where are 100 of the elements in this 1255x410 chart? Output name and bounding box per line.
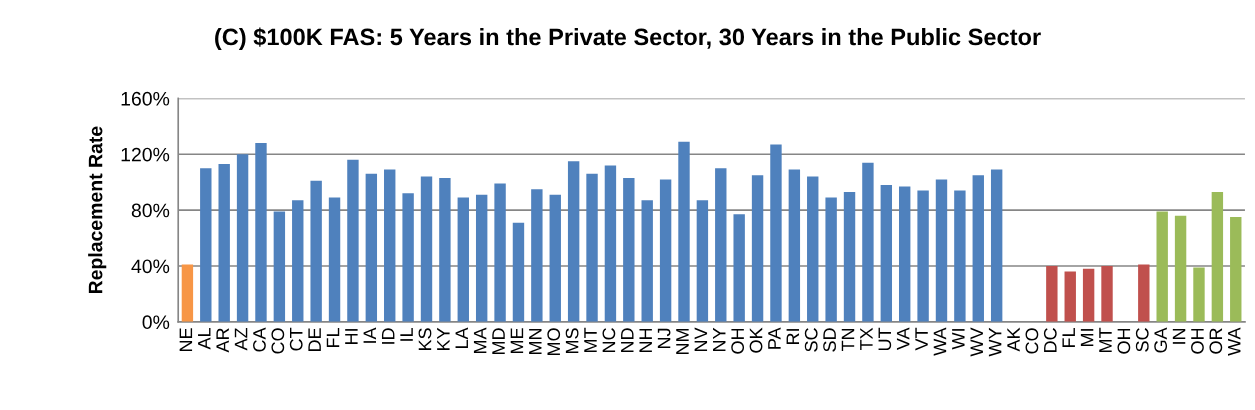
bar xyxy=(218,164,230,322)
x-tick-label: OK xyxy=(749,327,763,353)
x-tick-label: WY xyxy=(988,327,1002,357)
x-tick-label: NV xyxy=(694,327,708,352)
x-tick-label: OH xyxy=(1191,328,1204,354)
bar xyxy=(200,168,212,322)
x-tick-label: AL xyxy=(198,328,211,350)
x-tick-label: CA xyxy=(253,327,266,352)
y-tick-label: 80% xyxy=(131,203,170,218)
bar xyxy=(512,222,525,322)
x-tick-label: NC xyxy=(602,328,616,352)
bar xyxy=(1156,211,1168,322)
x-tick-label: MN xyxy=(529,328,542,354)
bar xyxy=(678,141,690,322)
x-tick-label: AZ xyxy=(234,327,248,351)
bar xyxy=(788,169,801,322)
bar xyxy=(384,169,396,322)
x-tick-label: VA xyxy=(896,327,910,351)
bar xyxy=(770,144,782,322)
bar xyxy=(807,176,819,322)
bar xyxy=(715,168,727,322)
bar xyxy=(457,197,469,322)
x-tick-label: MD xyxy=(492,328,505,354)
bar xyxy=(586,173,598,322)
bar xyxy=(1230,217,1242,322)
bar xyxy=(954,190,966,322)
bar xyxy=(641,200,653,322)
bar xyxy=(255,143,267,322)
x-tick-label: SC xyxy=(1135,328,1149,352)
x-tick-label: NY xyxy=(713,327,726,352)
x-tick-label: ME xyxy=(510,328,524,354)
bar xyxy=(990,169,1003,322)
bar xyxy=(531,189,543,322)
bar xyxy=(604,165,617,322)
x-tick-label: IL xyxy=(400,328,413,341)
bar xyxy=(751,175,764,322)
bar xyxy=(1101,265,1113,322)
x-tick-label: WI xyxy=(952,329,965,350)
x-tick-label: CO xyxy=(271,328,285,354)
x-tick-label: AK xyxy=(1007,327,1020,352)
bar xyxy=(1211,191,1224,322)
bar xyxy=(1174,215,1187,322)
x-tick-label: IA xyxy=(363,327,376,343)
x-tick-label: SC xyxy=(804,328,818,352)
bar xyxy=(862,162,874,322)
x-tick-label: GA xyxy=(1154,327,1168,353)
x-tick-label: DE xyxy=(308,328,321,352)
x-tick-label: MA xyxy=(473,327,487,354)
x-tick-label: MS xyxy=(565,328,579,354)
y-tick-label: 160% xyxy=(121,91,170,106)
x-tick-label: NJ xyxy=(657,328,671,348)
bar xyxy=(475,194,488,322)
x-tick-label: LA xyxy=(455,327,468,349)
bar xyxy=(402,193,414,322)
bar xyxy=(696,200,709,322)
x-tick-label: OH xyxy=(731,328,745,354)
y-tick-label: 0% xyxy=(142,315,170,330)
x-tick-label: TX xyxy=(860,327,873,351)
x-tick-label: OR xyxy=(1209,328,1223,354)
x-tick-label: KS xyxy=(418,328,432,351)
x-tick-label: DC xyxy=(1043,328,1057,352)
bar xyxy=(365,173,378,322)
bar xyxy=(880,184,893,322)
bar xyxy=(899,186,911,322)
x-tick-label: NM xyxy=(676,328,689,354)
x-tick-label: MO xyxy=(547,328,561,356)
y-tick-label: 120% xyxy=(121,147,170,162)
bar xyxy=(347,159,359,322)
bar xyxy=(917,190,929,322)
bar xyxy=(1064,271,1076,322)
x-tick-label: MT xyxy=(1099,327,1112,352)
bar xyxy=(420,176,433,322)
bar xyxy=(567,161,580,322)
x-tick-label: MI xyxy=(1080,329,1094,346)
bar xyxy=(292,200,304,322)
x-tick-label: AR xyxy=(216,328,229,353)
x-tick-label: OH xyxy=(1117,328,1131,354)
x-tick-label: HI xyxy=(345,329,358,344)
bar xyxy=(310,180,322,322)
x-tick-label: WV xyxy=(970,327,983,357)
bar xyxy=(181,264,194,322)
bar xyxy=(328,197,341,322)
x-tick-label: NH xyxy=(639,328,652,352)
x-tick-label: MT xyxy=(584,327,597,352)
bar xyxy=(843,191,856,322)
x-tick-label: TN xyxy=(841,328,855,352)
x-tick-label: ID xyxy=(381,328,395,344)
bar xyxy=(1046,265,1058,322)
x-tick-label: RI xyxy=(786,329,800,344)
bar xyxy=(549,194,561,322)
x-tick-label: CO xyxy=(1025,328,1039,354)
bar xyxy=(623,178,635,322)
x-tick-label: KY xyxy=(437,327,450,351)
x-tick-label: WA xyxy=(933,327,947,356)
bar xyxy=(1193,267,1205,322)
bar xyxy=(935,179,948,322)
bar xyxy=(1138,264,1150,322)
bar xyxy=(494,183,506,322)
x-tick-label: SD xyxy=(823,328,836,352)
bar xyxy=(236,154,249,322)
